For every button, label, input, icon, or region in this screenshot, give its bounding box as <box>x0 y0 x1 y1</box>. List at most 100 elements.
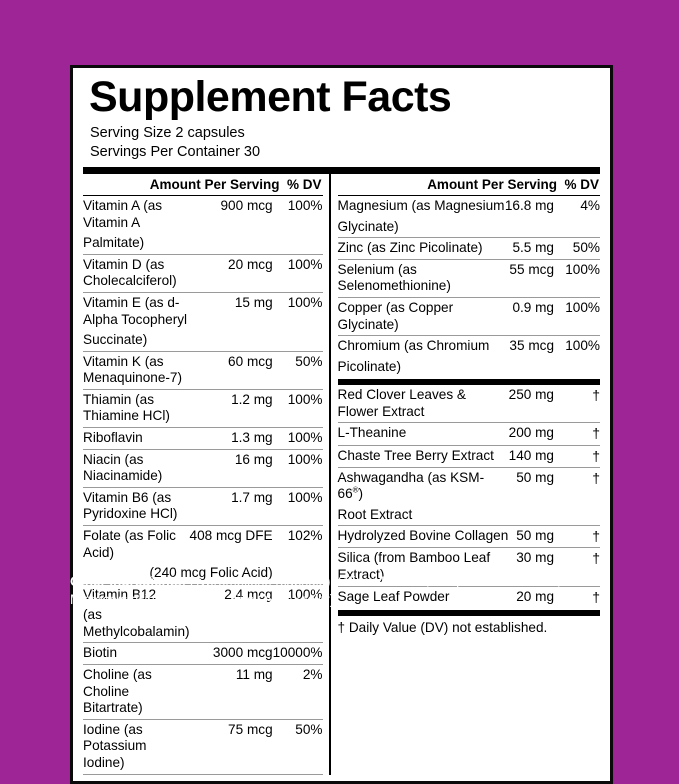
spacer-cell <box>190 233 273 254</box>
nutrient-name: L-Theanine <box>337 422 509 446</box>
table-row: Red Clover Leaves & Flower Extract 250 mg… <box>338 385 600 423</box>
spacer-cell <box>554 505 600 526</box>
table-row: Folate (as Folic Acid) 408 mcg DFE 102% <box>83 524 323 564</box>
other-ingredients: Other ingredients: Hypromellose (capsule… <box>70 573 615 609</box>
spacer-cell <box>509 505 554 526</box>
spacer-cell <box>505 217 554 238</box>
nutrient-name: Vitamin A (as Vitamin A <box>83 198 163 230</box>
table-row-continuation: Palmitate) <box>83 233 323 254</box>
nutrient-amount: 50 mg <box>508 466 554 505</box>
nutrient-daily-value: 100% <box>272 486 323 526</box>
nutrient-name: Iodine (as Potassium Iodine) <box>83 718 190 774</box>
nutrient-daily-value: 2% <box>272 663 323 720</box>
table-row-continuation: Glycinate) <box>338 217 600 238</box>
nutrient-amount: 75 mcg <box>189 718 273 774</box>
page-title: Supplement Facts <box>89 73 452 121</box>
table-row: Magnesium (as Magnesium 16.8 mg 4% <box>338 196 600 217</box>
left-dv-header: % DV <box>287 177 322 193</box>
nutrient-name: Vitamin K (as Menaquinone-7) <box>83 350 190 390</box>
nutrient-daily-value: 100% <box>554 335 600 357</box>
nutrient-amount: 140 mg <box>508 444 554 468</box>
nutrient-daily-value: † <box>554 466 600 505</box>
nutrient-amount: 2.4 mcg <box>189 583 273 606</box>
nutrient-name: Niacin (as Niacinamide) <box>83 448 190 488</box>
nutrient-amount: 1.3 mg <box>189 427 273 450</box>
column-divider <box>328 174 331 776</box>
nutrient-daily-value: 102% <box>272 524 323 564</box>
table-row: Vitamin B6 (as Pyridoxine HCl) 1.7 mg 100% <box>83 486 323 526</box>
nutrient-name-continued: Root Extract <box>337 506 413 522</box>
table-row: Ashwagandha (as KSM-66®) 50 mg † <box>337 466 600 505</box>
right-amount-header: Amount Per Serving <box>427 177 557 193</box>
nutrient-name: Chromium (as Chromium <box>337 335 505 357</box>
nutrient-daily-value: † <box>554 422 600 446</box>
nutrient-amount: 30 mg <box>508 547 554 587</box>
nutrient-daily-value: 100% <box>272 583 323 606</box>
spacer-cell <box>190 330 273 351</box>
nutrient-name: Hydrolyzed Bovine Collagen <box>337 525 509 548</box>
nutrient-name: Zinc (as Zinc Picolinate) <box>337 237 505 260</box>
table-row: Vitamin E (as d-Alpha Tocopheryl 15 mg 100… <box>83 292 323 331</box>
spacer-cell <box>505 357 554 378</box>
nutrient-name: Selenium (as Selenomethionine) <box>337 258 505 298</box>
nutrient-amount: 20 mg <box>508 585 554 608</box>
table-row: Sage Leaf Powder 20 mg † <box>337 585 600 608</box>
left-amount-header: Amount Per Serving <box>149 177 280 193</box>
nutrient-amount: 55 mcg <box>504 258 554 298</box>
spacer-cell <box>554 217 600 238</box>
nutrient-daily-value: † <box>554 585 600 608</box>
other-ingredients-label: Other ingredients: <box>70 574 187 589</box>
nutrient-daily-value: † <box>554 525 600 548</box>
table-row: Biotin 3000 mcg 10000% <box>83 642 323 665</box>
nutrient-daily-value: 100% <box>554 296 600 336</box>
header-thick-rule <box>83 167 600 175</box>
left-column-header: Amount Per Serving % DV <box>83 174 323 195</box>
table-row: Vitamin B12 2.4 mcg 100% <box>83 583 323 606</box>
nutrient-daily-value: 100% <box>287 198 323 214</box>
nutrient-amount: 3000 mcg <box>189 642 273 665</box>
table-row-continuation: (as Methylcobalamin) <box>83 605 323 643</box>
nutrient-amount: 900 mcg <box>220 198 273 214</box>
nutrient-name: Vitamin B12 <box>83 583 190 606</box>
botanical-table: Red Clover Leaves & Flower Extract 250 mg… <box>337 385 600 608</box>
table-row: Niacin (as Niacinamide) 16 mg 100% <box>83 448 323 488</box>
nutrient-name-continued: Picolinate) <box>337 358 401 374</box>
nutrient-name: Magnesium (as Magnesium <box>337 198 505 214</box>
table-row: Copper (as Copper Glycinate) 0.9 mg 100% <box>337 296 600 336</box>
other-ingredients-text: Hypromellose (capsule), Silicon Dioxide,… <box>70 574 561 608</box>
table-row: Hydrolyzed Bovine Collagen 50 mg † <box>337 525 600 548</box>
nutrient-amount: 408 mcg DFE <box>189 524 273 564</box>
nutrient-amount: 60 mcg <box>189 350 273 390</box>
table-row: L-Theanine 200 mg † <box>337 422 600 446</box>
nutrient-name: Silica (from Bamboo Leaf Extract) <box>337 547 509 587</box>
nutrient-daily-value: 100% <box>272 448 323 488</box>
right-column: Amount Per Serving % DV Magnesium (as Ma… <box>331 174 600 775</box>
table-row: Chromium (as Chromium 35 mcg 100% <box>337 335 600 357</box>
nutrient-amount: 1.7 mg <box>189 486 273 526</box>
nutrient-amount: 11 mg <box>189 663 273 720</box>
nutrient-name: Chaste Tree Berry Extract <box>337 444 509 468</box>
table-row: Chaste Tree Berry Extract 140 mg † <box>337 444 600 468</box>
nutrient-amount: 1.2 mg <box>189 388 273 428</box>
table-row-subamount: (240 mcg Folic Acid) <box>83 563 323 584</box>
spacer-cell <box>273 330 323 351</box>
nutrient-amount: 35 mcg <box>504 335 554 357</box>
nutrient-name: Ashwagandha (as KSM-66®) <box>337 466 509 505</box>
table-row: Thiamin (as Thiamine HCl) 1.2 mg 100% <box>83 388 323 428</box>
table-row: Selenium (as Selenomethionine) 55 mcg 100% <box>337 258 600 298</box>
nutrient-name: Sage Leaf Powder <box>337 585 509 608</box>
registered-trademark-icon: ® <box>352 485 359 495</box>
left-nutrient-table: Vitamin A (as Vitamin A 900 mcg 100% Palmit… <box>83 196 323 774</box>
table-row: Iodine (as Potassium Iodine) 75 mcg 50% <box>83 718 323 774</box>
spacer-cell <box>190 605 273 643</box>
nutrient-name-continued: (as Methylcobalamin) <box>83 607 190 639</box>
left-bottom-rule <box>83 774 323 776</box>
servings-per-container-text: Servings Per Container 30 <box>90 143 261 160</box>
nutrient-name: Riboflavin <box>83 427 190 450</box>
serving-size-text: Serving Size 2 capsules <box>90 124 245 141</box>
spacer-cell <box>554 357 600 378</box>
nutrient-name: Biotin <box>83 642 190 665</box>
right-column-header: Amount Per Serving % DV <box>338 174 600 195</box>
nutrient-amount: 50 mg <box>508 525 554 548</box>
nutrient-amount: 250 mg <box>508 387 554 403</box>
